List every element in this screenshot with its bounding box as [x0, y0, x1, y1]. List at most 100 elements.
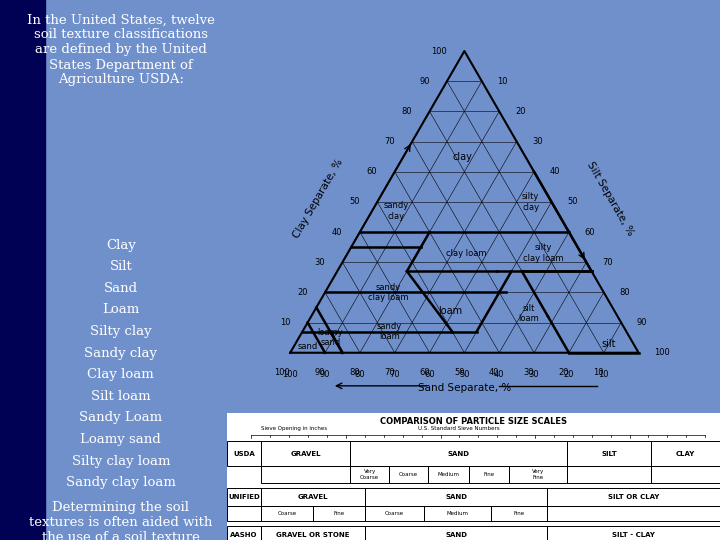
Text: Fine: Fine — [483, 472, 495, 477]
Text: SAND: SAND — [445, 532, 467, 538]
Text: clay loam: clay loam — [446, 249, 487, 258]
Text: 90: 90 — [315, 368, 325, 377]
Bar — [261, 467, 350, 483]
Bar — [567, 441, 651, 467]
Text: Clay: Clay — [106, 239, 135, 252]
Text: 30: 30 — [315, 258, 325, 267]
Text: Sieve Opening in inches: Sieve Opening in inches — [261, 426, 328, 431]
Text: SILT OR CLAY: SILT OR CLAY — [608, 494, 660, 500]
Text: sandy
clay loam: sandy clay loam — [367, 283, 408, 302]
Bar — [261, 506, 313, 521]
Bar — [547, 526, 720, 540]
Text: In the United States, twelve
soil texture classifications
are defined by the Uni: In the United States, twelve soil textur… — [27, 14, 215, 86]
Text: CLAY: CLAY — [676, 451, 695, 457]
Text: GRAVEL: GRAVEL — [290, 451, 321, 457]
Text: loamy
sand: loamy sand — [318, 328, 343, 347]
Text: Very
Coarse: Very Coarse — [360, 469, 379, 480]
Bar — [261, 526, 365, 540]
Text: 10: 10 — [598, 370, 609, 379]
Text: 40: 40 — [489, 368, 499, 377]
Text: 10: 10 — [593, 368, 604, 377]
Text: 80: 80 — [619, 288, 630, 297]
Text: Sandy clay loam: Sandy clay loam — [66, 476, 176, 489]
Text: 20: 20 — [564, 370, 574, 379]
Text: clay: clay — [453, 152, 472, 161]
Text: SILT - CLAY: SILT - CLAY — [612, 532, 655, 538]
Bar — [227, 488, 261, 506]
Text: 100: 100 — [654, 348, 670, 357]
Text: Coarse: Coarse — [385, 511, 404, 516]
Bar — [424, 506, 490, 521]
Text: SAND: SAND — [448, 451, 469, 457]
Text: AASHO: AASHO — [230, 532, 258, 538]
Text: 60: 60 — [419, 368, 430, 377]
Text: silty
clay: silty clay — [522, 192, 539, 212]
Text: 30: 30 — [523, 368, 534, 377]
Text: 100: 100 — [274, 368, 290, 377]
Text: 60: 60 — [585, 227, 595, 237]
Text: Determining the soil
textures is often aided with
the use of a soil texture
tria: Determining the soil textures is often a… — [29, 501, 212, 540]
Bar — [651, 441, 720, 467]
Text: Silt loam: Silt loam — [91, 390, 150, 403]
Text: 70: 70 — [390, 370, 400, 379]
Bar — [227, 441, 261, 467]
Text: USDA: USDA — [233, 451, 255, 457]
Bar — [261, 488, 365, 506]
Text: Silty clay: Silty clay — [90, 325, 152, 338]
Text: 40: 40 — [332, 227, 343, 237]
Text: Silt Separate, %: Silt Separate, % — [585, 160, 636, 237]
Bar — [508, 467, 567, 483]
Text: Sandy clay: Sandy clay — [84, 347, 157, 360]
Text: Sandy Loam: Sandy Loam — [79, 411, 162, 424]
Text: 100: 100 — [431, 46, 447, 56]
Text: 10: 10 — [498, 77, 508, 86]
Text: 60: 60 — [424, 370, 435, 379]
Text: Silty clay loam: Silty clay loam — [71, 455, 170, 468]
Bar — [350, 467, 390, 483]
Text: Loam: Loam — [102, 303, 140, 316]
Bar — [261, 441, 350, 467]
Text: sandy
clay: sandy clay — [384, 201, 409, 221]
Text: Clay Separate, %: Clay Separate, % — [292, 157, 345, 240]
Bar — [365, 506, 424, 521]
Text: U.S. Standard Sieve Numbers: U.S. Standard Sieve Numbers — [418, 426, 500, 431]
Text: COMPARISON OF PARTICLE SIZE SCALES: COMPARISON OF PARTICLE SIZE SCALES — [380, 417, 567, 426]
Text: 10: 10 — [279, 318, 290, 327]
Text: 90: 90 — [637, 318, 647, 327]
Text: SAND: SAND — [445, 494, 467, 500]
Bar — [547, 506, 720, 521]
Text: Silt: Silt — [109, 260, 132, 273]
Text: 20: 20 — [559, 368, 569, 377]
Text: 90: 90 — [419, 77, 430, 86]
Bar — [469, 467, 508, 483]
Text: loam: loam — [438, 306, 462, 315]
Text: 50: 50 — [454, 368, 464, 377]
Text: 50: 50 — [567, 198, 577, 206]
Text: 60: 60 — [366, 167, 377, 176]
Text: UNIFIED: UNIFIED — [228, 494, 260, 500]
Text: 90: 90 — [320, 370, 330, 379]
Text: 80: 80 — [354, 370, 365, 379]
Text: Sand: Sand — [104, 282, 138, 295]
Bar — [227, 526, 261, 540]
Bar — [365, 526, 547, 540]
Bar — [365, 488, 547, 506]
Bar — [567, 467, 651, 483]
Text: Medium: Medium — [438, 472, 460, 477]
Bar — [227, 506, 261, 521]
Text: 70: 70 — [384, 137, 395, 146]
Bar — [350, 441, 567, 467]
Text: Coarse: Coarse — [278, 511, 297, 516]
Bar — [0, 0, 45, 540]
Bar — [428, 467, 469, 483]
Bar — [547, 488, 720, 506]
Bar — [490, 506, 547, 521]
Text: 40: 40 — [494, 370, 505, 379]
Text: 80: 80 — [402, 107, 412, 116]
Text: Medium: Medium — [446, 511, 469, 516]
Text: 70: 70 — [384, 368, 395, 377]
Text: silt: silt — [602, 339, 616, 349]
Bar — [651, 467, 720, 483]
Text: silt
loam: silt loam — [518, 304, 539, 323]
Text: Clay loam: Clay loam — [87, 368, 154, 381]
